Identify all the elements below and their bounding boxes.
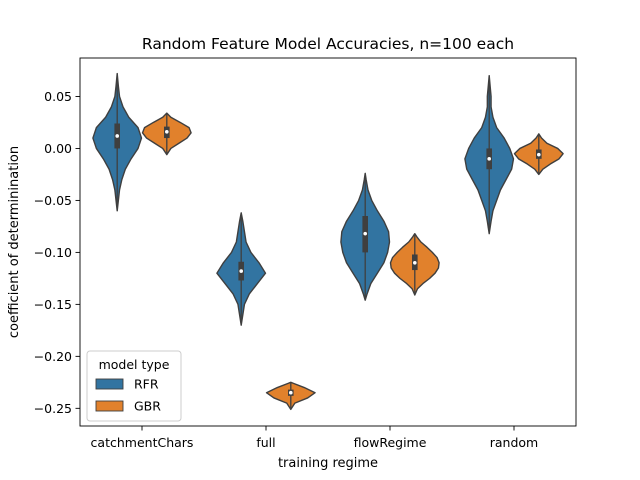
legend-swatch-rfr [95, 378, 124, 390]
legend: model type RFR GBR [86, 350, 182, 422]
y-axis: 0.05 0.00 −0.05 −0.10 −0.15 −0.20 −0.25 [34, 89, 80, 416]
median-dot-rfr-flowRegime [363, 231, 368, 236]
legend-title: model type [99, 357, 170, 372]
y-tick-label: 0.05 [44, 89, 72, 104]
median-dot-rfr-full [239, 269, 243, 273]
median-dot-gbr-random [537, 152, 541, 157]
plot-frame [79, 57, 577, 427]
median-dot-gbr-flowRegime [413, 260, 417, 265]
y-tick-label: −0.10 [34, 245, 72, 260]
x-tick-label: flowRegime [354, 435, 427, 450]
y-tick-label: −0.15 [34, 297, 72, 312]
plot-area [92, 72, 564, 411]
y-tick-label: −0.20 [34, 349, 72, 364]
legend-label-gbr: GBR [134, 399, 161, 414]
x-tick-label: full [256, 435, 275, 450]
median-dot-gbr-full [289, 390, 293, 395]
x-tick-label: random [490, 435, 538, 450]
median-dot-gbr-catchmentChars [165, 130, 169, 134]
chart-title: Random Feature Model Accuracies, n=100 e… [142, 35, 514, 53]
x-tick-label: catchmentChars [91, 435, 194, 450]
x-axis-label: training regime [278, 456, 378, 471]
median-dot-rfr-random [487, 157, 492, 161]
x-axis: catchmentChars full flowRegime random [91, 426, 538, 450]
legend-label-rfr: RFR [134, 377, 159, 392]
y-axis-label: coefficient of determinination [7, 146, 22, 338]
y-tick-label: −0.25 [34, 401, 72, 416]
y-tick-label: 0.00 [44, 141, 72, 156]
y-tick-label: −0.05 [34, 193, 72, 208]
median-dot-rfr-catchmentChars [115, 134, 119, 138]
legend-swatch-gbr [95, 400, 124, 412]
